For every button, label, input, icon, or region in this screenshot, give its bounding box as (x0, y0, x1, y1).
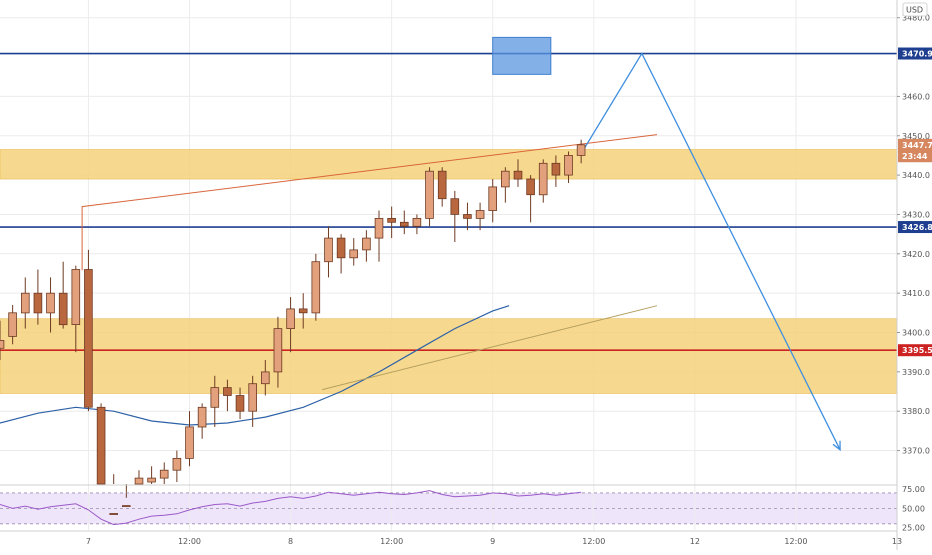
candle[interactable] (235, 395, 245, 412)
candle[interactable] (84, 269, 93, 408)
candle[interactable] (412, 217, 422, 227)
price-tick-label: 3380.0 (902, 407, 930, 416)
candle[interactable] (437, 170, 447, 200)
candle[interactable] (223, 387, 232, 396)
rsi-tick-label: 50.00 (902, 504, 925, 513)
time-tick-label: 12:00 (582, 537, 605, 546)
target-box[interactable] (492, 36, 552, 75)
candle[interactable] (463, 214, 472, 219)
trend-line[interactable] (81, 134, 658, 271)
price-tag (898, 138, 932, 151)
candle[interactable] (197, 406, 207, 428)
candle[interactable] (159, 469, 169, 479)
candle[interactable] (564, 154, 573, 176)
candle[interactable] (122, 505, 131, 508)
support-resistance-zone[interactable] (0, 149, 898, 180)
rsi-tick-label: 25.00 (902, 524, 925, 533)
rsi-tick-label: 75.00 (902, 485, 925, 494)
candle[interactable] (298, 308, 308, 314)
candle[interactable] (260, 371, 270, 385)
candle[interactable] (362, 237, 371, 251)
candle[interactable] (286, 308, 295, 329)
candle[interactable] (134, 477, 144, 485)
channel-line[interactable] (322, 305, 658, 391)
candle[interactable] (8, 312, 17, 337)
candle[interactable] (20, 292, 30, 314)
price-tick-label: 3450.0 (902, 132, 930, 141)
candle[interactable] (46, 292, 55, 314)
time-tick-label: 12:00 (380, 537, 403, 546)
price-tag (898, 344, 932, 357)
candle[interactable] (33, 292, 43, 314)
forecast-arrow-path[interactable] (583, 52, 841, 451)
price-tag (898, 221, 932, 234)
candle[interactable] (374, 217, 384, 239)
price-tag-label: 3426.8 (902, 223, 932, 232)
candle[interactable] (500, 170, 510, 188)
time-tick-label: 7 (86, 537, 91, 546)
candle[interactable] (147, 477, 156, 483)
time-tick-label: 8 (288, 537, 293, 546)
price-tag-label: 3470.9 (902, 50, 932, 59)
time-tick-label: 12 (690, 537, 700, 546)
candle[interactable] (172, 457, 182, 471)
currency-label: USD (906, 6, 923, 15)
candle[interactable] (71, 269, 81, 325)
candle[interactable] (336, 237, 346, 259)
candle[interactable] (387, 217, 396, 223)
price-tick-label: 3420.0 (902, 250, 930, 259)
price-tag (898, 47, 932, 60)
candle[interactable] (96, 406, 106, 485)
price-tick-label: 3400.0 (902, 329, 930, 338)
price-tag (898, 150, 932, 163)
price-tick-label: 3430.0 (902, 210, 930, 219)
price-tick-label: 3390.0 (902, 368, 930, 377)
rsi-band (0, 492, 897, 524)
price-tag-label: 3447.7 (902, 141, 932, 150)
time-tick-label: 12:00 (178, 537, 201, 546)
candle[interactable] (450, 198, 460, 215)
time-tick-label: 9 (490, 537, 495, 546)
time-tick-label: 12:00 (784, 537, 807, 546)
candle[interactable] (311, 261, 321, 314)
price-tag-label: 23:44 (902, 152, 928, 161)
candle[interactable] (513, 170, 523, 180)
candle[interactable] (273, 328, 283, 373)
candle[interactable] (248, 383, 258, 412)
candle[interactable] (109, 513, 119, 515)
candle[interactable] (210, 387, 220, 408)
price-tag-label: 3395.5 (902, 346, 932, 355)
candle[interactable] (551, 162, 561, 176)
candle[interactable] (526, 178, 535, 196)
price-tick-label: 3410.0 (902, 289, 930, 298)
candle[interactable] (538, 162, 548, 196)
candle[interactable] (0, 339, 5, 349)
price-tick-label: 3460.0 (902, 92, 930, 101)
candle[interactable] (58, 292, 68, 326)
candle[interactable] (488, 186, 497, 211)
forecast-arrow-head (832, 440, 841, 452)
candle[interactable] (349, 249, 358, 259)
candle[interactable] (576, 144, 586, 156)
candle[interactable] (425, 170, 434, 219)
support-resistance-zone[interactable] (0, 318, 898, 394)
price-tick-label: 3370.0 (902, 447, 930, 456)
candle[interactable] (185, 426, 194, 459)
candle[interactable] (399, 221, 409, 227)
price-tick-label: 3480.0 (902, 14, 930, 23)
price-tick-label: 3440.0 (902, 171, 930, 180)
price-axis[interactable] (897, 0, 932, 550)
candle[interactable] (324, 237, 333, 263)
currency-badge[interactable] (902, 2, 928, 17)
rsi-line (0, 490, 582, 526)
time-tick-label: 13 (892, 537, 902, 546)
candle[interactable] (475, 210, 485, 219)
